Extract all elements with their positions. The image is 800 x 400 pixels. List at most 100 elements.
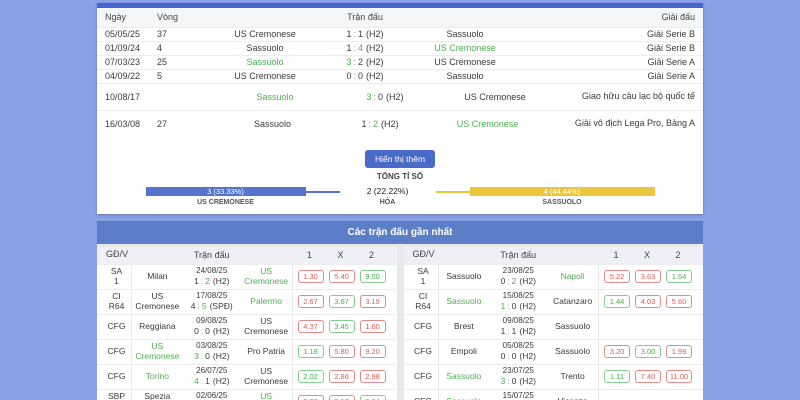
odd-away[interactable]: 1.64 [666, 270, 692, 284]
match-score: 0:0 (H2) [500, 351, 536, 362]
match-date: 23/07/25 [502, 366, 534, 376]
odd-away[interactable]: 9.00 [359, 270, 386, 284]
odd-draw[interactable] [635, 395, 661, 400]
odds-cell: 1.30 5.40 9.00 [291, 264, 392, 289]
odd-home[interactable]: 1.30 [297, 270, 324, 284]
away-team: Sassuolo [555, 346, 591, 357]
odd-draw[interactable]: 3.00 [635, 345, 661, 359]
match-date: 15/08/25 [502, 291, 534, 301]
stage-cell: CI R64 [102, 289, 132, 314]
home-team: Sassuolo [256, 91, 294, 102]
col-header-stage: GĐ/V [412, 249, 435, 260]
odd-home[interactable] [604, 320, 630, 334]
table-row: 10/08/17 Sassuolo 3:0 (H2) US Cremonese G… [97, 82, 703, 110]
odd-home[interactable]: 3.20 [604, 345, 630, 359]
away-team: US Cremonese [244, 316, 289, 336]
odd-away[interactable] [666, 320, 692, 334]
odd-home[interactable]: 1.44 [604, 295, 630, 309]
odd-away[interactable]: 2.98 [359, 370, 386, 384]
stage-cell: CFG [409, 339, 439, 364]
home-wins-bar: 3 (33.33%) [145, 186, 306, 196]
match-score: 1:1 (H2) [500, 326, 536, 337]
match-date: 03/08/25 [196, 341, 228, 351]
match-score: 1:1 (H2) [346, 29, 384, 40]
col-header-1: 1 [613, 250, 619, 261]
league-name: Giải Serie B [646, 28, 695, 39]
away-team-label: SASSUOLO [542, 198, 582, 206]
odd-draw[interactable]: 5.80 [328, 345, 355, 359]
odds-cell: 1.11 7.40 11.00 [598, 364, 698, 389]
odd-home[interactable]: 1.18 [297, 345, 324, 359]
col-header-2: 2 [368, 250, 374, 261]
odd-home[interactable] [604, 395, 630, 400]
match-date: 01/09/24 [105, 43, 141, 54]
recent-table-header: GĐ/V Trận đấu 1 X 2 [97, 246, 397, 264]
stage-cell: CFG [409, 364, 439, 389]
odd-home[interactable]: 4.37 [297, 320, 324, 334]
table-row: SA 1 Sassuolo 23/08/25 0:2 (H2) Napoli 5.… [403, 263, 703, 289]
table-row: 04/09/22 5 US Cremonese 0:0 (H2) Sassuolo… [97, 68, 703, 83]
odd-draw[interactable] [635, 320, 661, 334]
odd-away[interactable]: 3.04 [359, 395, 386, 400]
match-score: 3:0 (H2) [500, 376, 536, 387]
odd-away[interactable]: 1.60 [359, 320, 386, 334]
odd-away[interactable]: 11.00 [666, 370, 692, 384]
date-score-cell: 17/08/25 4:5 (SPĐ) [183, 291, 241, 312]
table-row: CFG Sassuolo 15/07/25 5:0(H2) Vicenza [403, 388, 703, 400]
odd-draw[interactable]: 2.86 [328, 370, 355, 384]
odd-away[interactable]: 5.60 [666, 295, 692, 309]
odd-home[interactable]: 5.22 [604, 270, 630, 284]
table-row: CFG Empoli 05/08/25 0:0 (H2) Sassuolo 3.2… [403, 338, 703, 364]
odd-home[interactable]: 2.67 [297, 295, 324, 309]
away-team: US Cremonese [260, 391, 273, 400]
match-date: 09/08/25 [196, 316, 228, 326]
away-team: Palermo [250, 296, 282, 307]
odd-home[interactable]: 2.02 [297, 370, 324, 384]
date-score-cell: 23/08/25 0:2 (H2) [489, 266, 547, 287]
league-name: Giải vô địch Lega Pro, Bảng A [574, 118, 695, 129]
match-score: 0:2 (H2) [500, 276, 536, 287]
league-name: Giải Serie A [647, 70, 695, 81]
show-more-button[interactable]: Hiển thị thêm [364, 149, 436, 168]
odd-home[interactable]: 1.11 [604, 370, 630, 384]
home-team: US Cremonese [135, 341, 180, 361]
match-round: 37 [157, 29, 168, 40]
date-score-cell: 15/07/25 5:0(H2) [489, 391, 547, 400]
odd-draw[interactable]: 4.03 [635, 295, 661, 309]
odd-home[interactable]: 2.28 [297, 395, 324, 400]
away-team: Sassuolo [446, 29, 484, 40]
odd-draw[interactable]: 3.63 [635, 270, 661, 284]
table-row: CFG Torino 26/07/25 4:1 (H2) US Cremonese… [97, 363, 397, 389]
match-round: 5 [157, 71, 163, 82]
odd-away[interactable]: 3.19 [359, 295, 386, 309]
odd-away[interactable]: 9.20 [359, 345, 386, 359]
recent-matches-card: Các trận đấu gần nhất GĐ/V Trận đấu 1 X … [97, 220, 703, 400]
match-score: 3:0 (H2) [194, 351, 230, 362]
bar-segment-away: 4 (44.44%) SASSUOLO [469, 186, 655, 206]
home-team: Sassuolo [253, 118, 292, 129]
away-wins-bar: 4 (44.44%) [469, 186, 655, 196]
date-score-cell: 15/08/25 1:0 (H2) [489, 291, 547, 312]
odd-away[interactable]: 1.99 [666, 345, 692, 359]
table-row: 07/03/23 25 Sassuolo 3:2 (H2) US Cremones… [97, 54, 703, 69]
col-header-stage: GĐ/V [105, 249, 128, 260]
table-row: 16/03/08 27 Sassuolo 1:2 (H2) US Cremones… [97, 109, 703, 137]
odd-draw[interactable]: 3.17 [328, 395, 355, 400]
match-date: 26/07/25 [196, 366, 228, 376]
odd-draw[interactable]: 5.40 [328, 270, 355, 284]
away-team: Pro Patria [247, 346, 286, 357]
match-score: 4:1 (H2) [194, 376, 230, 387]
match-score: 4:5 (SPĐ) [190, 301, 233, 312]
match-score: 0:0 (H2) [346, 71, 384, 82]
home-team: US Cremonese [234, 71, 296, 82]
recent-matches-body: GĐ/V Trận đấu 1 X 2 SA 1 Milan 24/08/25 [97, 243, 703, 400]
home-team: Brest [453, 321, 474, 332]
col-header-odds: 1 X 2 [598, 250, 698, 260]
odd-draw[interactable]: 3.67 [328, 295, 355, 309]
stage-cell: CFG [102, 339, 132, 364]
odd-draw[interactable]: 3.45 [328, 320, 355, 334]
bar-segment-draw: 2 (22.22%) HÒA [340, 186, 436, 206]
odd-draw[interactable]: 7.40 [635, 370, 661, 384]
col-header-1: 1 [306, 250, 312, 261]
odd-away[interactable] [666, 395, 692, 400]
